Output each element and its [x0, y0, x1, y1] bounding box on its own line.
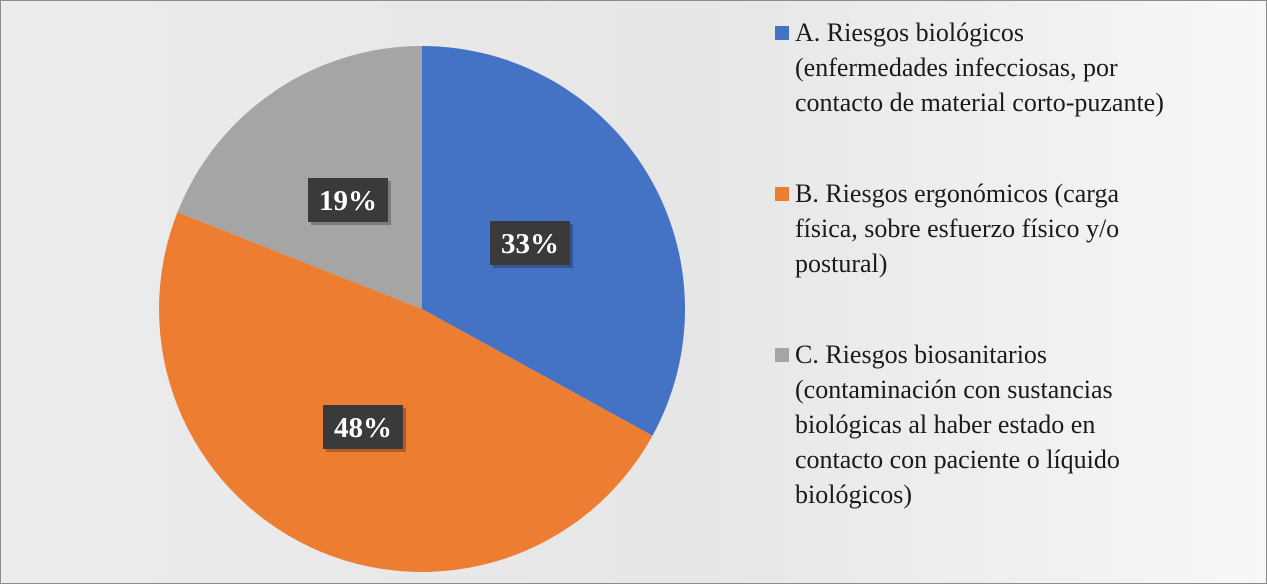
pie-slice-c	[177, 46, 422, 309]
chart-legend: A. Riesgos biológicos (enfermedades infe…	[773, 15, 1263, 512]
legend-line: A. Riesgos biológicos	[795, 18, 1024, 47]
legend-line: contacto con paciente o líquido	[795, 445, 1120, 474]
legend-swatch-a	[775, 26, 789, 40]
pie-slice-b	[159, 212, 653, 572]
legend-line: contacto de material corto-puzante)	[795, 88, 1164, 117]
data-label-text: 33%	[501, 228, 559, 260]
data-label-b: 48%	[323, 405, 406, 452]
legend-item-a: A. Riesgos biológicos (enfermedades infe…	[773, 15, 1263, 120]
legend-line: B. Riesgos ergonómicos (carga	[795, 179, 1119, 208]
pie-chart: 33% 48% 19%	[159, 46, 685, 572]
legend-item-b: B. Riesgos ergonómicos (carga física, so…	[773, 176, 1263, 281]
data-label-text: 48%	[334, 412, 392, 444]
legend-line: (contaminación con sustancias	[795, 375, 1113, 404]
data-label-text: 19%	[319, 185, 377, 217]
data-label-a: 33%	[490, 221, 573, 268]
legend-line: biológicos)	[795, 480, 912, 509]
legend-line: C. Riesgos biosanitarios	[795, 340, 1048, 369]
legend-line: postural)	[795, 249, 888, 278]
data-label-c: 19%	[308, 178, 391, 225]
legend-line: biológicas al haber estado en	[795, 410, 1096, 439]
legend-swatch-b	[775, 187, 789, 201]
legend-item-c: C. Riesgos biosanitarios (contaminación …	[773, 337, 1263, 512]
legend-line: (enfermedades infecciosas, por	[795, 53, 1118, 82]
legend-line: física, sobre esfuerzo físico y/o	[795, 214, 1120, 243]
legend-swatch-c	[775, 348, 789, 362]
